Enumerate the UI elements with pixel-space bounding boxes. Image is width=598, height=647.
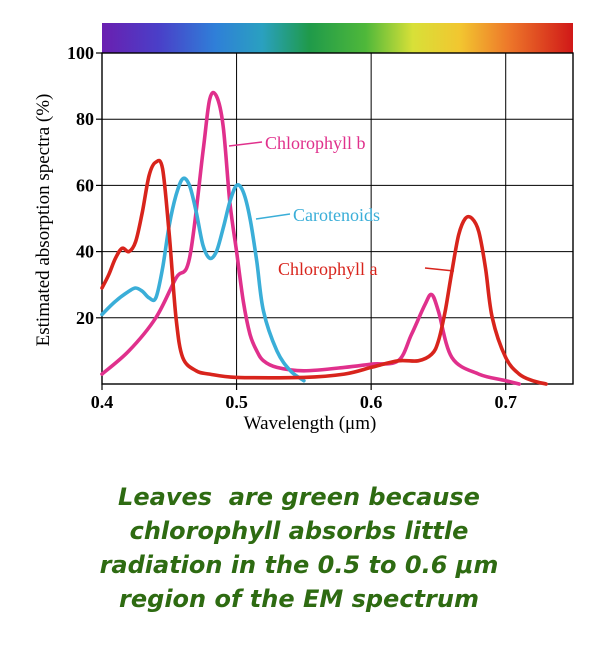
series-lines bbox=[100, 90, 548, 386]
plot-frame bbox=[101, 52, 574, 385]
x-axis-ticks: 0.4 0.5 0.6 0.7 bbox=[91, 384, 517, 412]
chl-b-label: Chlorophyll b bbox=[265, 133, 366, 153]
caption-line-4: region of the EM spectrum bbox=[119, 585, 479, 613]
caption-line-3: radiation in the 0.5 to 0.6 μm bbox=[99, 551, 499, 579]
x-tick-label: 0.5 bbox=[225, 392, 248, 412]
x-tick-label: 0.4 bbox=[91, 392, 114, 412]
x-tick-label: 0.6 bbox=[360, 392, 383, 412]
series-line-chlorophyll-a bbox=[100, 158, 548, 386]
y-tick-label: 20 bbox=[76, 308, 94, 328]
spectrum-bar bbox=[102, 23, 573, 53]
y-tick-label: 80 bbox=[76, 109, 94, 129]
y-axis-ticks: 20 40 60 80 100 bbox=[67, 43, 102, 328]
y-tick-label: 100 bbox=[67, 43, 94, 63]
x-tick-label: 0.7 bbox=[494, 392, 517, 412]
caption-line-2: chlorophyll absorbs little bbox=[129, 517, 469, 545]
x-axis-title: Wavelength (μm) bbox=[244, 413, 377, 434]
caption-line-1: Leaves are green because bbox=[118, 483, 480, 511]
absorption-chart: 20 40 60 80 100 0.4 0.5 0.6 0.7 Chlorophyll b C… bbox=[33, 23, 574, 434]
y-tick-label: 60 bbox=[76, 175, 94, 195]
y-axis-title: Estimated absorption spectra (%) bbox=[33, 94, 54, 347]
chl-a-leader bbox=[424, 267, 455, 272]
chl-a-label: Chlorophyll a bbox=[278, 259, 378, 279]
chl-b-leader bbox=[228, 141, 263, 147]
carotenoids-leader bbox=[255, 213, 291, 220]
y-tick-label: 40 bbox=[76, 242, 94, 262]
series-line-carotenoids bbox=[100, 176, 306, 383]
caption: Leaves are green because chlorophyll abs… bbox=[0, 480, 598, 616]
carotenoids-label: Carotenoids bbox=[293, 205, 380, 225]
